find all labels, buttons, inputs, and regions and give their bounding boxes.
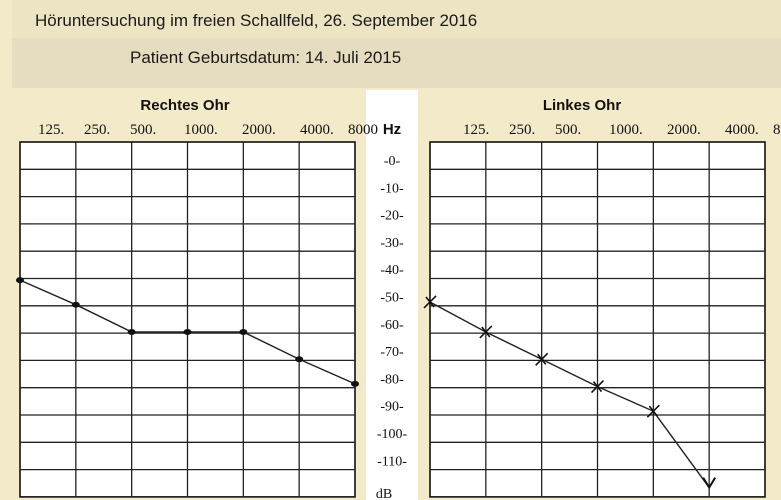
data-point-right [351,380,359,387]
freq-tick-label-right: 2000. [242,122,276,138]
db-tick-label: -60- [380,318,404,333]
db-tick-label: -100- [377,427,408,442]
db-tick-label: -40- [380,263,404,278]
db-tick-label: -110- [377,454,407,469]
freq-tick-label-left: 2000. [667,122,701,138]
data-point-right [71,301,80,308]
data-point-left [646,404,660,418]
freq-tick-label-left: 8000 [773,122,781,138]
data-point-right [183,328,192,335]
freq-tick-label-right: 4000. [300,122,334,138]
db-tick-label: -0- [384,154,401,169]
chart-title-left: Linkes Ohr [543,97,622,114]
db-tick-label: -50- [380,291,404,306]
freq-tick-label-right: 125. [38,122,64,138]
freq-tick-label-right: 250. [84,122,110,138]
freq-tick-label-left: 4000. [725,122,759,138]
data-point-right [239,328,248,335]
series-line-left [429,301,710,489]
data-point-left [479,325,493,339]
db-unit-label: dB [376,487,392,500]
data-point-arrow-left [702,477,717,490]
left-ear-panel: Linkes Ohr 125. 250. 500. 1000. 2000. 4000. 800… [423,97,781,498]
header-band [12,38,781,88]
data-point-left [535,352,549,366]
freq-tick-label-left: 1000. [609,122,643,138]
data-point-right [127,328,136,335]
db-tick-label: -70- [380,345,404,360]
data-point-right [295,356,304,363]
db-tick-label: -10- [380,181,404,196]
freq-tick-label-left: 500. [555,122,581,138]
freq-tick-label-right: 8000 [348,122,378,138]
data-point-right [16,277,24,284]
axis-unit-label: Hz [383,121,401,138]
db-axis: Hz -0- -10- -20- -30- -40- -50- -60- -70- -80- -90… [376,121,408,500]
db-tick-label: -30- [380,236,404,251]
db-tick-label: -20- [380,209,404,224]
data-point-left [423,295,437,309]
data-point-left [590,380,605,394]
chart-title-right: Rechtes Ohr [140,97,229,114]
right-ear-panel: Rechtes Ohr 125. 250. 500. 1000. 2000. 4000. 80… [16,97,378,498]
patient-birthdate: Patient Geburtsdatum: 14. Juli 2015 [130,48,402,67]
freq-tick-label-right: 500. [130,122,156,138]
db-tick-label: -80- [380,372,404,387]
page-title: Höruntersuchung im freien Schallfeld, 26… [35,11,478,30]
db-axis-column [366,90,418,500]
freq-tick-label-right: 1000. [184,122,218,138]
db-tick-label: -90- [380,400,404,415]
freq-tick-label-left: 250. [509,122,535,138]
freq-tick-label-left: 125. [463,122,489,138]
